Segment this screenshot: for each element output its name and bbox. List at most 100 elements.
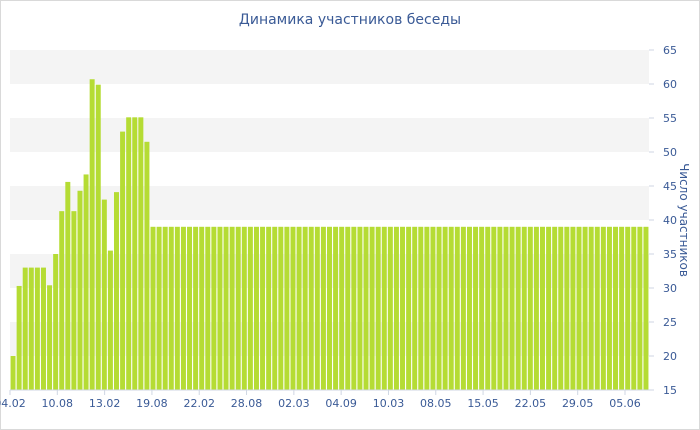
bar bbox=[114, 192, 119, 390]
bar bbox=[521, 226, 527, 390]
x-tick-label: 29.05 bbox=[562, 397, 594, 410]
bar bbox=[436, 226, 442, 390]
x-tick-label: 15.05 bbox=[467, 397, 499, 410]
x-tick-label: 02.03 bbox=[278, 397, 310, 410]
bar bbox=[16, 285, 22, 390]
bar bbox=[509, 226, 515, 390]
bar bbox=[156, 226, 162, 390]
bar bbox=[284, 226, 290, 390]
bar bbox=[637, 226, 643, 390]
bar bbox=[600, 226, 606, 390]
bar bbox=[473, 226, 479, 390]
bar bbox=[229, 226, 235, 390]
x-tick-label: 19.08 bbox=[136, 397, 168, 410]
bar bbox=[631, 226, 637, 390]
bar bbox=[253, 226, 259, 390]
bar bbox=[266, 226, 272, 390]
bar bbox=[387, 226, 393, 390]
bar bbox=[235, 226, 241, 390]
y-tick-label: 20 bbox=[663, 350, 677, 363]
bar bbox=[485, 226, 491, 390]
bar bbox=[339, 226, 345, 390]
bar bbox=[47, 285, 53, 390]
bar bbox=[144, 141, 150, 390]
bar bbox=[247, 226, 253, 390]
y-tick-label: 35 bbox=[663, 248, 677, 261]
bars bbox=[10, 79, 649, 391]
bar bbox=[205, 226, 211, 390]
y-tick-label: 30 bbox=[663, 282, 677, 295]
bar bbox=[564, 226, 570, 390]
y-tick-label: 55 bbox=[663, 112, 677, 125]
bar bbox=[406, 226, 412, 390]
bar bbox=[460, 226, 466, 390]
bar bbox=[101, 199, 107, 390]
bar bbox=[278, 226, 284, 390]
bar bbox=[241, 226, 247, 390]
bar bbox=[497, 226, 503, 390]
bar bbox=[83, 174, 89, 390]
bar bbox=[65, 181, 71, 390]
x-tick-label: 04.02 bbox=[0, 397, 26, 410]
bar bbox=[533, 226, 539, 390]
bar bbox=[272, 226, 278, 390]
bar bbox=[479, 226, 485, 390]
bar bbox=[187, 226, 193, 390]
y-axis-label: Число участников bbox=[677, 163, 691, 277]
bar bbox=[412, 226, 418, 390]
bar bbox=[552, 226, 558, 390]
y-tick-label: 15 bbox=[663, 384, 677, 397]
bar bbox=[320, 226, 326, 390]
bar bbox=[430, 226, 436, 390]
bar bbox=[302, 226, 308, 390]
bar bbox=[296, 226, 302, 390]
x-tick-label: 04.09 bbox=[325, 397, 357, 410]
x-tick-label: 10.03 bbox=[373, 397, 405, 410]
x-axis: 04.02 10.08 13.02 19.08 22.02 28.08 02.03 04.09… bbox=[0, 389, 649, 410]
bar bbox=[466, 226, 472, 390]
x-tick-label: 08.05 bbox=[420, 397, 452, 410]
bar bbox=[59, 211, 65, 390]
y-tick-label: 45 bbox=[663, 180, 677, 193]
bar bbox=[400, 226, 406, 390]
bar bbox=[527, 226, 533, 390]
bar bbox=[193, 226, 199, 390]
bar bbox=[606, 226, 612, 390]
y-axis: 15 20 25 30 35 40 45 50 55 60 65 bbox=[649, 44, 677, 397]
bar bbox=[588, 226, 594, 390]
y-tick-label: 25 bbox=[663, 316, 677, 329]
x-tick-label: 22.05 bbox=[515, 397, 547, 410]
bar bbox=[643, 226, 649, 390]
x-tick-label: 22.02 bbox=[183, 397, 215, 410]
bar bbox=[570, 226, 576, 390]
bar bbox=[448, 226, 454, 390]
bar bbox=[174, 226, 180, 390]
bar bbox=[582, 226, 588, 390]
bar bbox=[515, 226, 521, 390]
bar bbox=[10, 356, 16, 390]
grid-band bbox=[10, 118, 649, 152]
x-tick-label: 28.08 bbox=[231, 397, 263, 410]
bar bbox=[327, 226, 332, 390]
bar bbox=[454, 226, 460, 390]
y-tick-label: 40 bbox=[663, 214, 677, 227]
bar bbox=[89, 79, 95, 391]
bar bbox=[120, 131, 126, 390]
y-tick-label: 50 bbox=[663, 146, 677, 159]
bar bbox=[308, 226, 314, 390]
grid-band bbox=[10, 50, 649, 84]
bar bbox=[345, 226, 351, 390]
bar bbox=[546, 226, 552, 390]
bar bbox=[150, 226, 156, 390]
bar bbox=[442, 226, 448, 390]
bar bbox=[107, 250, 113, 390]
bar bbox=[223, 226, 229, 390]
bar bbox=[53, 254, 59, 390]
bar bbox=[418, 226, 424, 390]
bar bbox=[357, 226, 363, 390]
bar bbox=[260, 226, 266, 390]
x-tick-label: 10.08 bbox=[42, 397, 74, 410]
bar bbox=[290, 226, 296, 390]
bar bbox=[369, 226, 375, 390]
